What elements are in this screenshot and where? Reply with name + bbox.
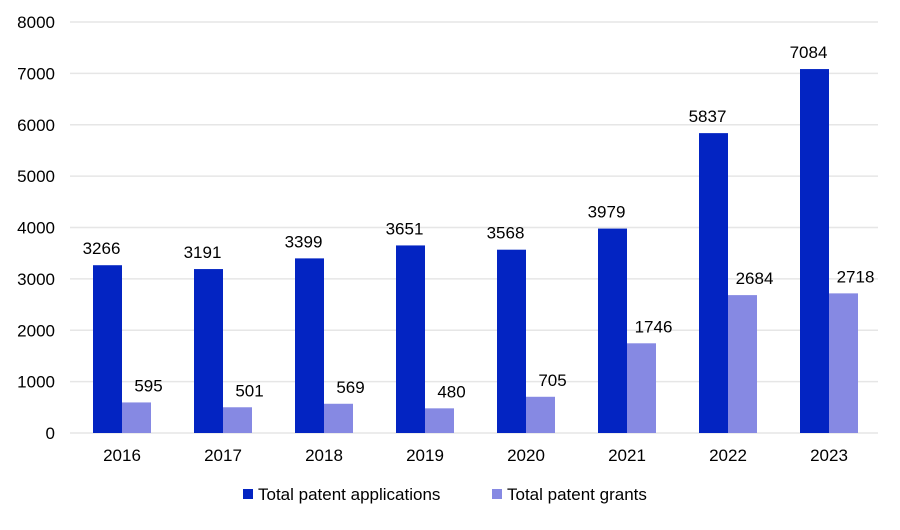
x-tick-label: 2022 [709,446,747,465]
x-tick-label: 2019 [406,446,444,465]
bar-applications [800,69,829,433]
y-tick-label: 7000 [17,64,55,83]
data-label: 3568 [487,224,525,243]
bar-applications [295,258,324,433]
data-label: 7084 [790,43,828,62]
bar-applications [194,269,223,433]
y-tick-label: 3000 [17,270,55,289]
bar-grants [223,407,252,433]
legend-label: Total patent applications [258,485,440,504]
data-label: 3399 [285,232,323,251]
x-tick-label: 2016 [103,446,141,465]
data-label: 5837 [689,107,727,126]
data-label: 3979 [588,203,626,222]
legend-label: Total patent grants [507,485,647,504]
data-label: 2684 [736,269,774,288]
y-tick-label: 2000 [17,321,55,340]
legend-swatch [243,489,253,499]
y-tick-label: 6000 [17,116,55,135]
data-label: 595 [134,376,162,395]
bar-grants [728,295,757,433]
bar-grants [324,403,353,433]
y-tick-label: 1000 [17,373,55,392]
x-tick-label: 2017 [204,446,242,465]
data-label: 1746 [635,317,673,336]
bar-applications [93,265,122,433]
bar-grants [122,402,151,433]
bar-grants [627,343,656,433]
y-tick-label: 8000 [17,13,55,32]
bar-grants [425,408,454,433]
y-tick-label: 5000 [17,167,55,186]
data-label: 501 [235,381,263,400]
bar-grants [829,293,858,433]
data-label: 3191 [184,243,222,262]
bar-applications [396,245,425,433]
x-tick-label: 2023 [810,446,848,465]
data-label: 480 [437,382,465,401]
x-tick-label: 2018 [305,446,343,465]
x-tick-label: 2021 [608,446,646,465]
data-label: 3651 [386,219,424,238]
data-label: 569 [336,378,364,397]
data-label: 705 [538,371,566,390]
bar-grants [526,396,555,433]
data-label: 3266 [83,239,121,258]
data-label: 2718 [837,267,875,286]
y-tick-label: 0 [46,424,55,443]
y-tick-label: 4000 [17,219,55,238]
legend-swatch [492,489,502,499]
bar-applications [497,249,526,433]
bar-applications [598,228,627,433]
x-tick-label: 2020 [507,446,545,465]
bar-applications [699,133,728,433]
